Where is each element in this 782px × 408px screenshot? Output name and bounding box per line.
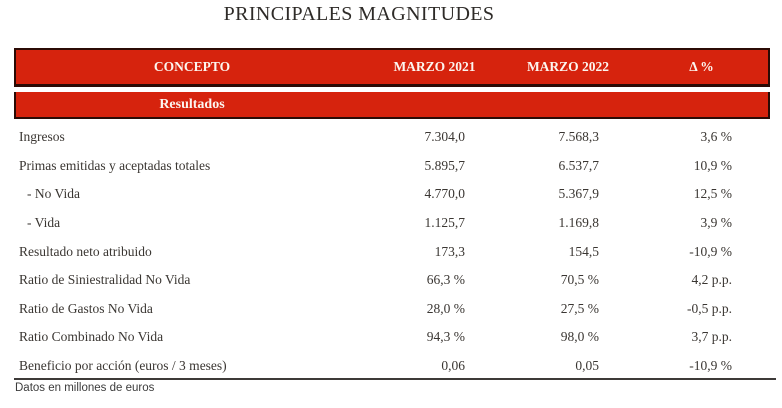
- footnote-text: Datos en millones de euros: [15, 382, 155, 394]
- section-header-row: Resultados: [14, 92, 770, 119]
- row-delta-value: 12,5 %: [693, 186, 732, 202]
- row-marzo-2022-value: 6.537,7: [558, 157, 600, 173]
- row-delta-value: 10,9 %: [693, 157, 732, 173]
- column-header-delta: Δ %: [689, 59, 714, 74]
- row-delta-value: 4,2 p.p.: [691, 272, 733, 288]
- table-row: - Vida 1.125,7 1.169,8 3,9 %: [14, 209, 770, 238]
- row-marzo-2021-value: 66,3 %: [426, 272, 465, 288]
- table-row: Ratio Combinado No Vida 94,3 % 98,0 % 3,…: [14, 323, 770, 352]
- row-concepto: Primas emitidas y aceptadas totales: [19, 157, 211, 173]
- row-marzo-2022-value: 98,0 %: [560, 329, 599, 345]
- row-concepto: Ratio de Gastos No Vida: [19, 300, 153, 316]
- row-concepto: Beneficio por acción (euros / 3 meses): [19, 358, 227, 374]
- row-delta-value: -0,5 p.p.: [687, 300, 732, 316]
- row-marzo-2021-value: 7.304,0: [424, 129, 466, 145]
- table-row: Beneficio por acción (euros / 3 meses) 0…: [14, 352, 770, 381]
- row-concepto: Resultado neto atribuido: [19, 243, 152, 259]
- row-marzo-2021-value: 1.125,7: [424, 215, 466, 231]
- row-marzo-2022-value: 1.169,8: [558, 215, 600, 231]
- row-marzo-2021-value: 173,3: [434, 243, 465, 259]
- row-concepto: - Vida: [27, 215, 61, 231]
- table-row: Ingresos 7.304,0 7.568,3 3,6 %: [14, 123, 770, 152]
- table-row: - No Vida 4.770,0 5.367,9 12,5 %: [14, 180, 770, 209]
- row-marzo-2021-value: 28,0 %: [426, 300, 465, 316]
- row-marzo-2021-value: 5.895,7: [424, 157, 466, 173]
- footer-divider: [14, 378, 776, 380]
- row-delta-value: 3,9 %: [700, 215, 733, 231]
- row-delta-value: -10,9 %: [689, 358, 732, 374]
- row-concepto: Ratio Combinado No Vida: [19, 329, 164, 345]
- row-delta-value: 3,6 %: [700, 129, 733, 145]
- row-marzo-2022-value: 154,5: [568, 243, 599, 259]
- table-header-row: CONCEPTO MARZO 2021 MARZO 2022 Δ %: [14, 48, 770, 87]
- row-marzo-2022-value: 70,5 %: [560, 272, 599, 288]
- table-row: Ratio de Siniestralidad No Vida 66,3 % 7…: [14, 266, 770, 295]
- row-marzo-2022-value: 27,5 %: [560, 300, 599, 316]
- column-header-marzo-2022: MARZO 2022: [526, 59, 610, 74]
- row-concepto: Ingresos: [19, 129, 65, 145]
- row-marzo-2022-value: 5.367,9: [558, 186, 600, 202]
- table-body: Ingresos 7.304,0 7.568,3 3,6 % Primas em…: [14, 121, 770, 380]
- row-concepto: Ratio de Siniestralidad No Vida: [19, 272, 191, 288]
- table-row: Resultado neto atribuido 173,3 154,5 -10…: [14, 237, 770, 266]
- row-delta-value: -10,9 %: [689, 243, 732, 259]
- column-header-concepto: CONCEPTO: [153, 59, 231, 74]
- row-delta-value: 3,7 p.p.: [691, 329, 733, 345]
- row-marzo-2021-value: 94,3 %: [426, 329, 465, 345]
- row-marzo-2021-value: 0,06: [441, 358, 465, 374]
- table-row: Primas emitidas y aceptadas totales 5.89…: [14, 152, 770, 181]
- row-concepto: - No Vida: [27, 186, 80, 202]
- page-title: PRINCIPALES MAGNITUDES: [223, 3, 495, 25]
- row-marzo-2022-value: 0,05: [575, 358, 599, 374]
- table-row: Ratio de Gastos No Vida 28,0 % 27,5 % -0…: [14, 295, 770, 324]
- row-marzo-2021-value: 4.770,0: [424, 186, 466, 202]
- column-header-marzo-2021: MARZO 2021: [393, 59, 476, 74]
- row-marzo-2022-value: 7.568,3: [558, 129, 600, 145]
- section-header-label: Resultados: [159, 96, 225, 112]
